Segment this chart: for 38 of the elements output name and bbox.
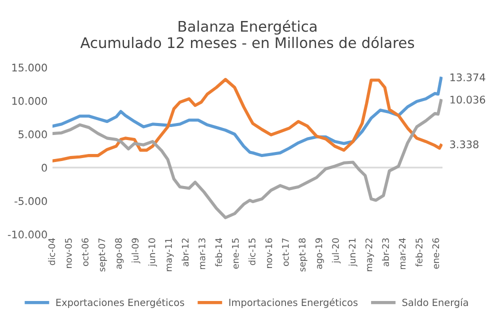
x-tick-label: ago-08 — [115, 238, 124, 269]
x-tick-label: oct-17 — [282, 238, 289, 266]
x-tick-label: may-22 — [365, 238, 374, 272]
x-tick-label: nov-05 — [64, 238, 72, 268]
x-tick-label: ene-15 — [232, 238, 239, 269]
legend-label: Importaciones Energéticos — [229, 298, 358, 308]
x-tick-label: abr-23 — [382, 238, 389, 266]
legend-label: Exportaciones Energéticos — [56, 298, 184, 308]
x-tick-label: may-11 — [165, 238, 174, 272]
x-tick-label: jun-21 — [348, 238, 358, 267]
x-tick-label: sept-18 — [298, 238, 308, 272]
x-tick-label: dic-15 — [248, 238, 256, 266]
y-tick-label: 10.000 — [12, 97, 47, 105]
x-tick-label: nov-16 — [265, 238, 272, 268]
x-tick-label: feb-14 — [215, 238, 222, 267]
y-tick-label: -5.000 — [14, 197, 47, 206]
x-tick-label: sept-07 — [98, 238, 107, 272]
x-tick-label: ago-19 — [315, 238, 324, 269]
x-tick-label: dic-04 — [48, 238, 56, 266]
x-tick-label: jun-10 — [148, 238, 157, 267]
legend-label: Saldo Energía — [402, 298, 468, 308]
annotation: 3.338 — [450, 140, 478, 148]
y-tick-label: 0 — [42, 164, 47, 172]
x-tick-label: mar-13 — [198, 238, 206, 270]
y-tick-label: 5.000 — [18, 130, 47, 138]
x-tick-label: jul-20 — [332, 238, 341, 264]
annotation: 10.036 — [450, 96, 486, 104]
x-tick-label: feb-25 — [415, 238, 422, 267]
y-tick-label: 15.000 — [12, 64, 47, 72]
chart-title: Balanza Energética Acumulado 12 meses - en Millones de dólares — [80, 20, 414, 48]
annotation: 13.374 — [450, 73, 486, 82]
x-tick-label: abr-12 — [182, 238, 189, 266]
x-tick-label: oct-06 — [82, 238, 88, 266]
x-tick-label: jul-09 — [132, 238, 140, 264]
line-series — [52, 99, 442, 220]
y-tick-label: -10.000 — [8, 230, 47, 238]
x-tick-label: mar-24 — [398, 238, 406, 270]
x-tick-label: ene-26 — [432, 238, 440, 269]
